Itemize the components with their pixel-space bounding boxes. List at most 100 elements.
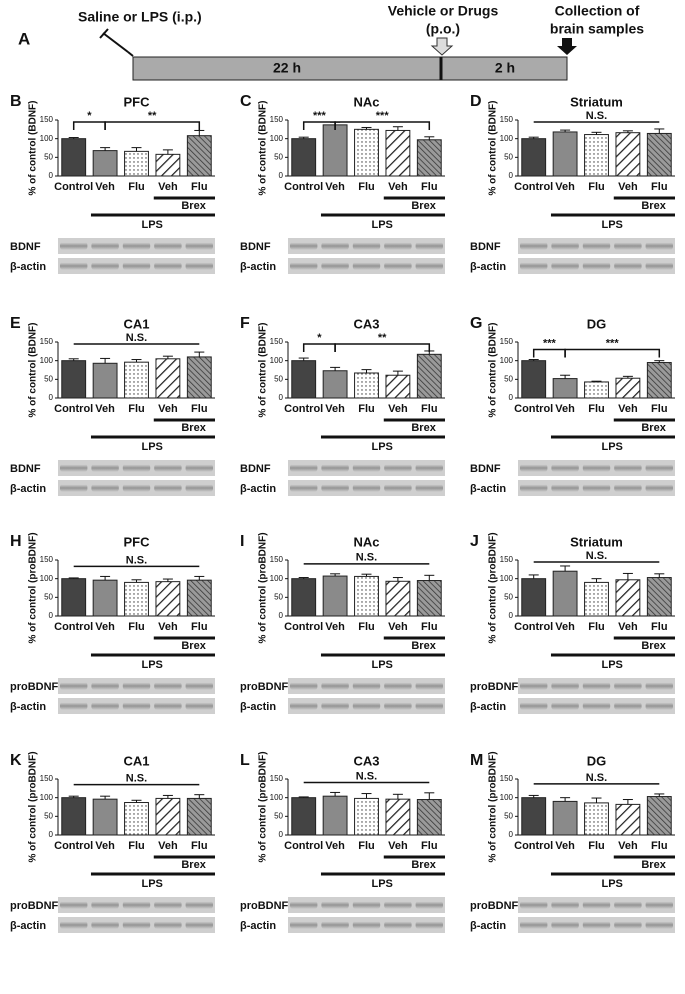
y-tick-label: 150 (40, 337, 54, 346)
x-tick-label: Veh (555, 181, 575, 193)
significance-bracket (334, 343, 431, 352)
x-tick-label: Control (54, 840, 93, 852)
bar (291, 797, 317, 836)
y-axis-label: % of control (proBDNF) (488, 751, 499, 862)
y-tick-label: 0 (49, 393, 54, 402)
blot-band (582, 921, 611, 929)
timeline (132, 56, 568, 81)
bar (61, 797, 87, 836)
significance-bracket (532, 348, 566, 358)
blot-band (321, 484, 349, 492)
blot-label: β-actin (240, 261, 276, 273)
blot-band (415, 921, 443, 929)
blot-band (122, 682, 151, 690)
x-tick-label: Control (54, 403, 93, 415)
blot-band (645, 242, 673, 250)
y-axis-label: % of control (BDNF) (28, 323, 39, 418)
x-tick-label: Flu (358, 403, 375, 415)
x-tick-label: Flu (191, 181, 208, 193)
x-tick-label: Flu (588, 621, 605, 633)
blot-label: proBDNF (10, 900, 59, 912)
blot-band (122, 262, 151, 270)
x-tick-label: Flu (128, 621, 145, 633)
blot-band (91, 484, 119, 492)
x-tick-label: Flu (651, 403, 668, 415)
blot-band (154, 464, 182, 472)
blot-label: BDNF (470, 241, 501, 253)
blot-band (520, 921, 548, 929)
group-label: LPS (141, 659, 162, 671)
y-tick-label: 50 (504, 592, 513, 601)
phase-label: 22 h (273, 60, 301, 76)
blot-band (415, 464, 443, 472)
y-axis-label: % of control (BDNF) (258, 101, 269, 196)
y-axis-label: % of control (proBDNF) (258, 751, 269, 862)
chart-title: DG (587, 753, 607, 768)
significance-bracket (72, 121, 106, 130)
group-label: LPS (141, 441, 162, 453)
significance-bracket (564, 348, 661, 358)
blot-band (321, 921, 349, 929)
bar (521, 797, 547, 836)
panel-letter: D (470, 93, 482, 110)
y-tick-label: 0 (509, 611, 514, 620)
chart-title: PFC (124, 534, 151, 549)
blot-band (185, 484, 213, 492)
bar (385, 580, 411, 617)
blot-band (321, 702, 349, 710)
blot-band (321, 901, 349, 909)
x-tick-label: Flu (191, 621, 208, 633)
bar (186, 797, 212, 836)
blot-band (91, 464, 119, 472)
x-tick-label: Control (54, 181, 93, 193)
blot-band (520, 484, 548, 492)
chart-title: CA1 (123, 753, 149, 768)
bar (124, 802, 149, 836)
x-tick-label: Flu (421, 181, 438, 193)
blot-band (290, 702, 318, 710)
x-tick-label: Veh (325, 621, 345, 633)
bar (322, 795, 348, 836)
blot-band (614, 484, 642, 492)
blot-band (290, 242, 318, 250)
blot-band (582, 464, 611, 472)
group-label: Brex (641, 200, 666, 212)
group-label: LPS (601, 441, 622, 453)
blot-band (645, 262, 673, 270)
x-tick-label: Veh (95, 621, 115, 633)
y-tick-label: 0 (279, 393, 284, 402)
blot-band (290, 921, 318, 929)
blot-band (91, 242, 119, 250)
chart-title: CA1 (123, 316, 149, 331)
significance-label: * (87, 110, 92, 122)
x-tick-label: Control (514, 621, 553, 633)
significance-label: * (317, 332, 322, 344)
blot-band (551, 921, 579, 929)
y-tick-label: 50 (274, 152, 283, 161)
bar (416, 139, 442, 177)
significance-bracket (104, 121, 201, 130)
y-tick-label: 50 (504, 374, 513, 383)
group-label: LPS (601, 878, 622, 890)
blot-band (384, 921, 412, 929)
y-tick-label: 50 (274, 374, 283, 383)
blot-band (154, 901, 182, 909)
group-label: LPS (371, 441, 392, 453)
y-axis-label: % of control (proBDNF) (488, 532, 499, 643)
x-tick-label: Veh (325, 840, 345, 852)
significance-label: *** (606, 337, 620, 349)
significance-label: N.S. (126, 332, 147, 344)
group-label: Brex (641, 640, 666, 652)
blot-label: BDNF (470, 463, 501, 475)
bar (186, 579, 212, 617)
x-tick-label: Flu (358, 621, 375, 633)
bar (615, 377, 641, 399)
blot-band (91, 702, 119, 710)
x-tick-label: Veh (388, 181, 408, 193)
blot-band (321, 464, 349, 472)
group-label: Brex (411, 200, 436, 212)
blot-band (520, 702, 548, 710)
blot-band (91, 921, 119, 929)
x-tick-label: Flu (651, 181, 668, 193)
group-label: LPS (371, 659, 392, 671)
